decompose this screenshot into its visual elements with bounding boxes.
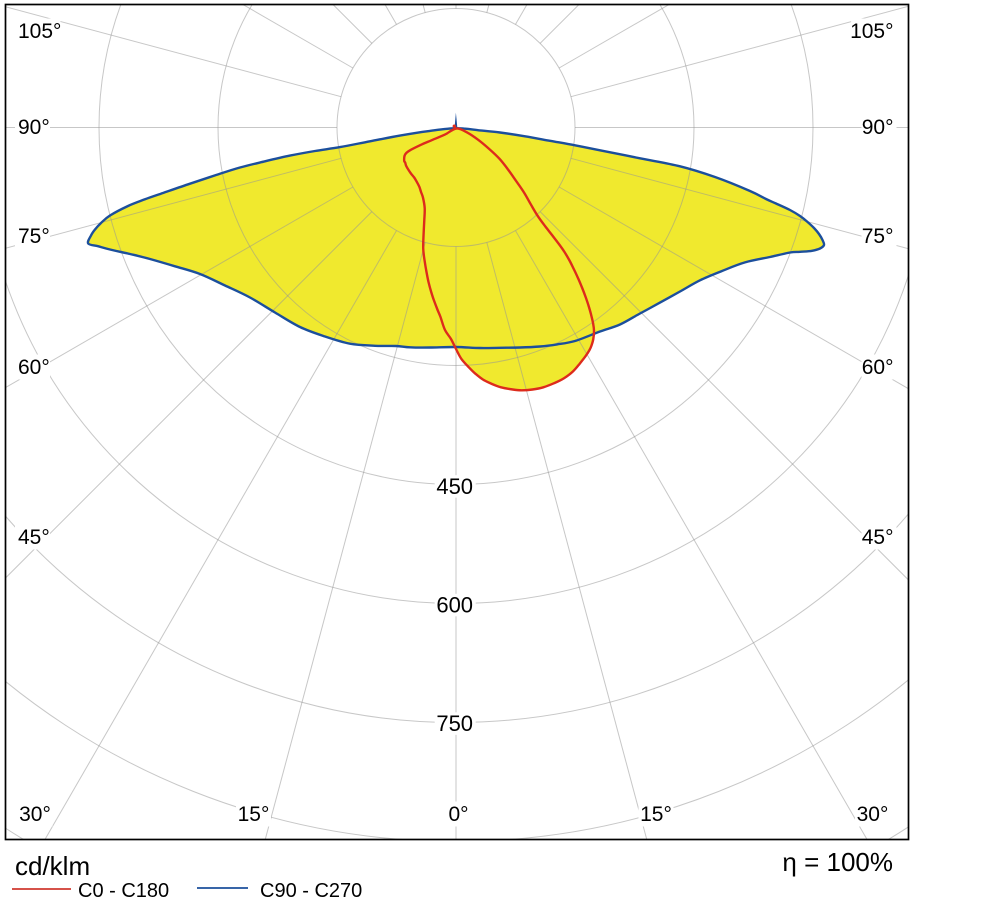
svg-text:C0 - C180: C0 - C180 (78, 880, 169, 902)
svg-text:30°: 30° (857, 803, 889, 826)
svg-text:105°: 105° (18, 20, 61, 43)
svg-text:45°: 45° (862, 526, 894, 549)
svg-text:cd/klm: cd/klm (15, 851, 90, 881)
svg-text:15°: 15° (238, 803, 270, 826)
svg-text:60°: 60° (862, 356, 894, 379)
svg-text:105°: 105° (850, 20, 893, 43)
svg-text:450: 450 (436, 474, 473, 499)
svg-text:15°: 15° (640, 803, 672, 826)
svg-text:η = 100%: η = 100% (782, 847, 893, 877)
svg-text:C90 - C270: C90 - C270 (260, 880, 362, 902)
svg-text:30°: 30° (19, 803, 51, 826)
svg-text:600: 600 (436, 593, 473, 618)
svg-text:90°: 90° (18, 116, 50, 139)
svg-text:90°: 90° (862, 116, 894, 139)
svg-text:750: 750 (436, 711, 473, 736)
svg-text:75°: 75° (18, 225, 50, 248)
svg-text:45°: 45° (18, 526, 50, 549)
svg-text:0°: 0° (448, 803, 468, 826)
svg-text:60°: 60° (18, 356, 50, 379)
svg-text:75°: 75° (862, 225, 894, 248)
